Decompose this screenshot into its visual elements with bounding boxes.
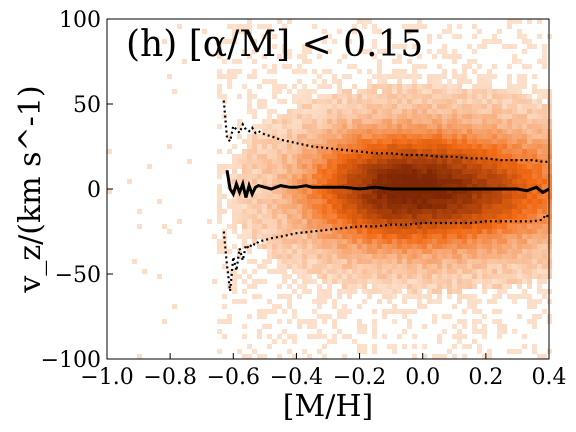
series-line-1 [222, 100, 549, 163]
density-heatmap [107, 19, 552, 359]
y-tick-label: 100 [59, 8, 101, 33]
x-tick-label: −0.8 [143, 365, 196, 390]
series-lines [222, 100, 550, 292]
x-tick-label: 0.4 [532, 365, 567, 390]
x-tick-label: 0.2 [468, 365, 503, 390]
y-tick-label: 0 [87, 178, 101, 203]
x-tick-label: 0.0 [405, 365, 440, 390]
y-axis-ticks: −100 −50 0 50 100 [41, 8, 113, 373]
x-tick-label: −1.0 [80, 365, 133, 390]
series-line-2 [222, 212, 550, 292]
series-line-0 [225, 170, 550, 198]
panel-title: (h) [α/M] < 0.15 [126, 24, 423, 65]
y-tick-label: 50 [73, 93, 101, 118]
y-tick-label: −50 [55, 263, 101, 288]
y-tick-label: −100 [41, 348, 101, 373]
y-axis-label: v_z/(km s^-1) [13, 85, 48, 293]
x-tick-label: −0.2 [333, 365, 386, 390]
x-tick-label: −0.6 [207, 365, 260, 390]
x-tick-label: −0.4 [270, 365, 323, 390]
x-axis-ticks: −1.0 −0.8 −0.6 −0.4 −0.2 0.0 0.2 0.4 [80, 353, 567, 390]
x-axis-label: [M/H] [283, 389, 373, 424]
